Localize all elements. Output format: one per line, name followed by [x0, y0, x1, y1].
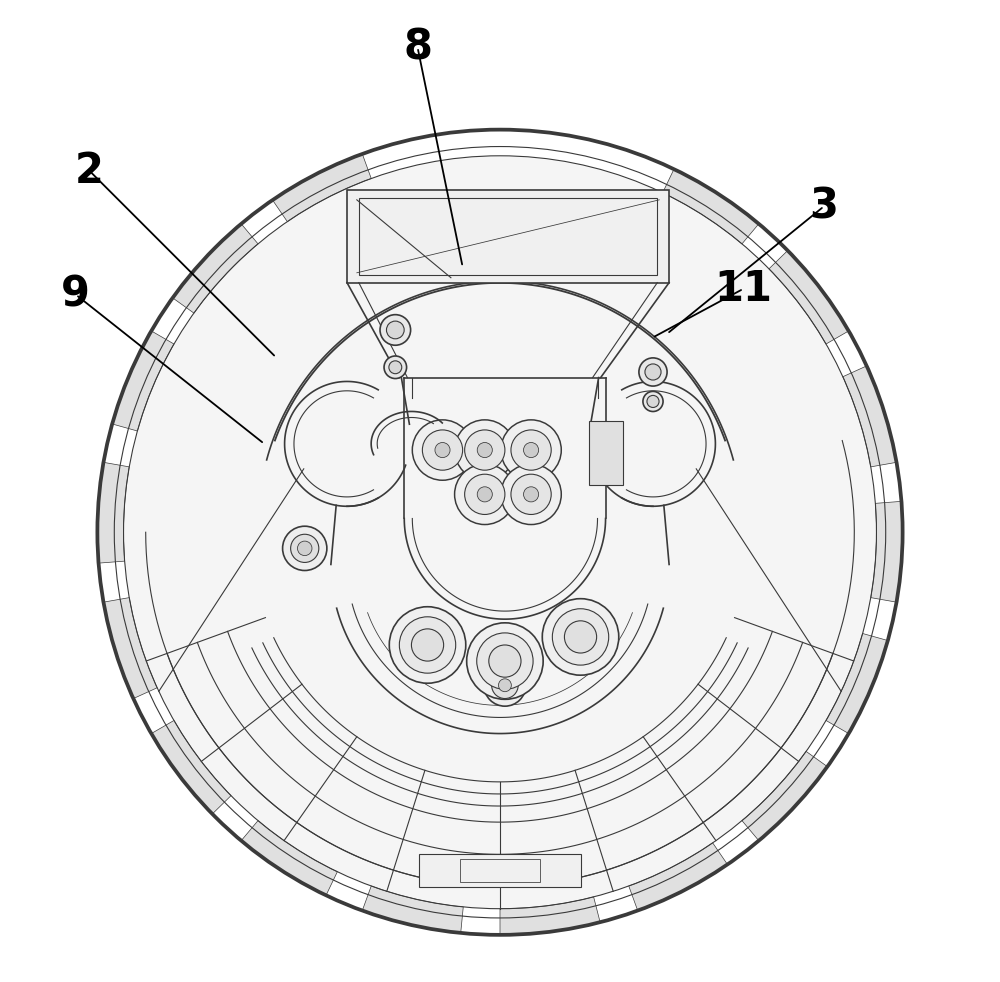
Circle shape [524, 443, 539, 458]
Polygon shape [97, 463, 129, 563]
Polygon shape [843, 366, 897, 466]
Polygon shape [112, 331, 174, 431]
Polygon shape [629, 843, 727, 910]
Circle shape [291, 534, 319, 563]
Circle shape [422, 430, 463, 470]
Circle shape [384, 356, 407, 378]
Circle shape [501, 464, 561, 524]
Circle shape [297, 541, 312, 556]
Circle shape [386, 321, 404, 339]
Circle shape [465, 430, 505, 470]
Polygon shape [362, 886, 463, 933]
Circle shape [389, 607, 466, 683]
Circle shape [455, 464, 515, 524]
Circle shape [477, 487, 492, 502]
Circle shape [283, 526, 327, 571]
Circle shape [484, 664, 526, 706]
Polygon shape [769, 250, 849, 344]
Circle shape [511, 474, 551, 515]
Circle shape [639, 357, 667, 386]
Polygon shape [151, 721, 231, 814]
Circle shape [467, 623, 543, 699]
Circle shape [380, 314, 411, 346]
Circle shape [564, 621, 597, 653]
Polygon shape [273, 154, 371, 222]
Circle shape [389, 360, 402, 374]
Circle shape [645, 364, 661, 380]
Circle shape [501, 420, 561, 480]
Polygon shape [826, 633, 888, 734]
Circle shape [97, 130, 903, 935]
Circle shape [455, 420, 515, 480]
Polygon shape [419, 854, 581, 887]
Polygon shape [241, 821, 337, 896]
Circle shape [477, 632, 533, 689]
Circle shape [498, 679, 511, 691]
Circle shape [524, 487, 539, 502]
Polygon shape [173, 224, 258, 313]
Circle shape [411, 628, 444, 661]
Circle shape [647, 396, 659, 408]
Polygon shape [500, 897, 600, 935]
Text: 9: 9 [61, 274, 90, 315]
Text: 11: 11 [715, 268, 773, 309]
Circle shape [465, 474, 505, 515]
Polygon shape [871, 502, 903, 602]
Circle shape [435, 443, 450, 458]
Circle shape [552, 609, 609, 665]
Circle shape [477, 443, 492, 458]
Text: 8: 8 [403, 27, 432, 68]
Circle shape [542, 599, 619, 676]
Text: 2: 2 [75, 150, 104, 191]
Circle shape [492, 672, 518, 698]
Circle shape [511, 430, 551, 470]
Polygon shape [742, 751, 827, 841]
Polygon shape [103, 598, 157, 698]
Polygon shape [347, 191, 669, 283]
Polygon shape [663, 169, 759, 244]
Circle shape [489, 645, 521, 678]
Circle shape [412, 420, 473, 480]
Polygon shape [589, 421, 623, 485]
Text: 3: 3 [810, 186, 839, 227]
Circle shape [399, 617, 456, 674]
Circle shape [124, 156, 876, 908]
Circle shape [643, 392, 663, 411]
